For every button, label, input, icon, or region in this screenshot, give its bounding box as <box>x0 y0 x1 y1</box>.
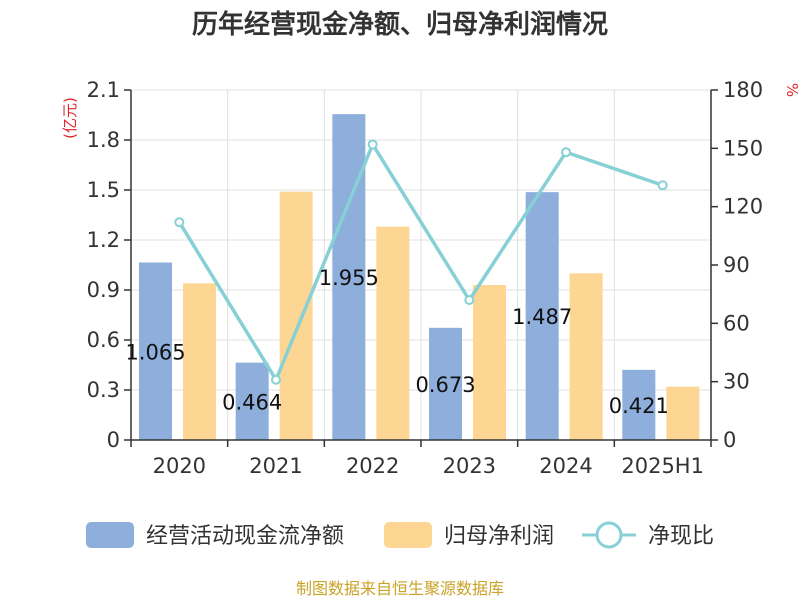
bar-net-profit <box>473 285 506 440</box>
ratio-point <box>561 147 571 158</box>
data-label-cash-flow: 0.673 <box>415 373 475 397</box>
axes: 0 0.3 0.6 0.9 1.2 1.5 1.8 2.1 0 30 60 90 120 150 180 20… <box>87 78 764 478</box>
x-axis-tick-label: 2020 <box>153 454 206 478</box>
data-label-cash-flow: 1.487 <box>512 305 572 329</box>
bar-net-profit <box>569 273 603 440</box>
legend: 经营活动现金流净额 归母净利润 净现比 <box>86 521 714 549</box>
bar-cash-flow <box>235 362 269 440</box>
ratio-line <box>174 139 668 385</box>
legend-label-net-profit: 归母净利润 <box>444 524 554 549</box>
bar-net-profit <box>666 386 700 440</box>
source-note: 制图数据来自恒生聚源数据库 <box>296 579 504 598</box>
grid-lines <box>131 89 711 440</box>
bar-net-profit <box>279 191 313 440</box>
right-axis-tick-label: 90 <box>723 253 750 277</box>
legend-swatch-ratio-marker <box>595 521 623 549</box>
right-axis-unit-label: % <box>783 83 800 97</box>
ratio-point <box>174 217 185 228</box>
left-axis-tick-label: 1.5 <box>87 178 120 202</box>
ratio-point <box>657 180 668 191</box>
data-label-cash-flow: 1.065 <box>125 340 185 364</box>
right-axis-tick-label: 30 <box>723 370 750 394</box>
left-axis-tick-label: 0.3 <box>87 378 120 402</box>
ratio-point <box>271 374 281 385</box>
ratio-point <box>464 295 475 305</box>
data-labels: 1.065 0.464 1.955 0.673 1.487 0.421 <box>125 266 668 418</box>
right-axis-tick-label: 150 <box>723 136 763 160</box>
legend-item-net-profit[interactable]: 归母净利润 <box>384 522 554 549</box>
x-axis-tick-label: 2025H1 <box>621 454 704 478</box>
left-axis-tick-label: 0.6 <box>87 328 120 352</box>
data-label-cash-flow: 0.464 <box>222 390 282 414</box>
bar-cash-flow <box>139 262 172 440</box>
left-axis-tick-label: 0 <box>107 428 120 452</box>
ratio-point <box>367 139 378 150</box>
x-axis-tick-label: 2023 <box>443 454 496 478</box>
left-axis-tick-label: 0.9 <box>87 278 120 302</box>
right-axis-tick-label: 0 <box>723 428 736 452</box>
bar-cash-flow <box>525 192 559 440</box>
left-axis-tick-label: 1.8 <box>87 128 120 152</box>
data-label-cash-flow: 0.421 <box>609 394 669 418</box>
bar-net-profit <box>376 226 410 440</box>
bar-cash-flow <box>622 369 656 440</box>
legend-label-cash-flow: 经营活动现金流净额 <box>146 524 344 549</box>
legend-swatch-cash-flow <box>86 522 134 548</box>
legend-item-ratio[interactable]: 净现比 <box>582 521 714 549</box>
x-axis-tick-label: 2021 <box>249 454 302 478</box>
left-axis-tick-label: 1.2 <box>87 228 120 252</box>
x-axis-tick-label: 2024 <box>539 454 592 478</box>
chart-title: 历年经营现金净额、归母净利润情况 <box>192 9 608 40</box>
legend-label-ratio: 净现比 <box>648 524 714 549</box>
bar-cash-flow <box>429 327 462 440</box>
right-axis-tick-label: 120 <box>723 195 763 219</box>
data-label-cash-flow: 1.955 <box>319 266 379 290</box>
x-axis-tick-label: 2022 <box>346 454 399 478</box>
left-axis-tick-label: 2.1 <box>87 78 120 102</box>
bar-cash-flow <box>332 114 366 441</box>
left-axis-unit-label: (亿元) <box>61 97 79 139</box>
legend-item-cash-flow[interactable]: 经营活动现金流净额 <box>86 522 344 549</box>
right-axis-tick-label: 60 <box>723 311 750 335</box>
legend-swatch-net-profit <box>384 522 432 548</box>
right-axis-tick-label: 180 <box>723 78 763 102</box>
bar-net-profit <box>183 283 216 440</box>
bars <box>139 114 700 441</box>
ratio-line-path <box>177 140 664 384</box>
